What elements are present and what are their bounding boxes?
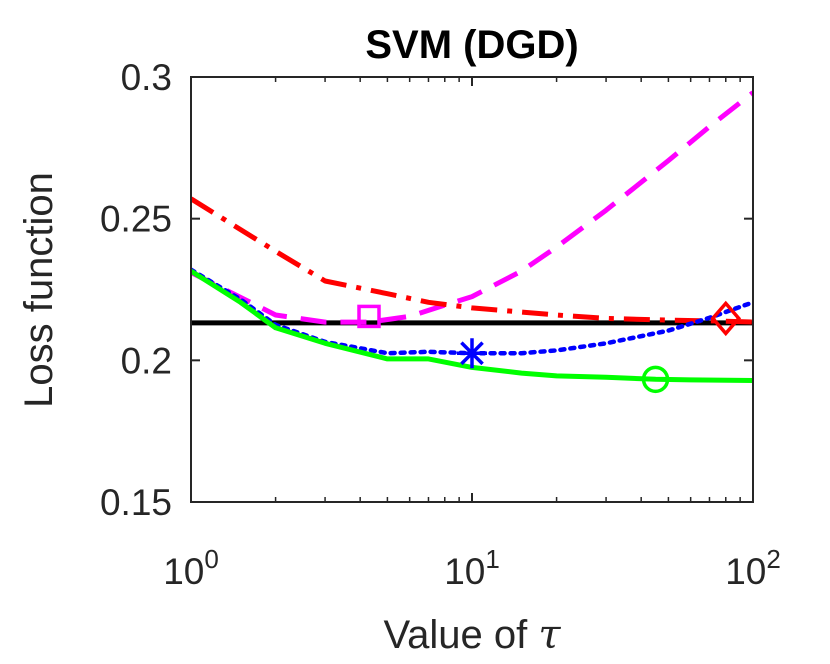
x-axis-label: Value of τ <box>383 612 561 658</box>
x-tick-label: 101 <box>444 544 500 592</box>
marker-layer <box>357 300 742 394</box>
x-axis-symbol: τ <box>538 612 561 658</box>
square-marker <box>357 304 381 329</box>
chart-title: SVM (DGD) <box>365 23 578 67</box>
y-tick-label: 0.15 <box>100 482 172 523</box>
x-tick-label: 100 <box>163 544 219 592</box>
y-tick-label: 0.2 <box>121 340 172 381</box>
series-layer <box>191 90 753 383</box>
series-line <box>191 196 753 325</box>
plot-frame <box>190 76 754 503</box>
y-tick-label: 0.3 <box>121 57 172 98</box>
x-tick-label: 102 <box>725 544 781 592</box>
circle-marker <box>641 365 670 394</box>
tick-layer: 0.15 0.2 0.25 0.3 100 101 102 <box>100 57 781 592</box>
series-line <box>191 90 753 325</box>
y-axis-label: Loss function <box>17 172 61 408</box>
asterisk-marker <box>457 338 487 369</box>
diamond-marker <box>710 300 742 337</box>
y-tick-label: 0.25 <box>100 199 172 240</box>
